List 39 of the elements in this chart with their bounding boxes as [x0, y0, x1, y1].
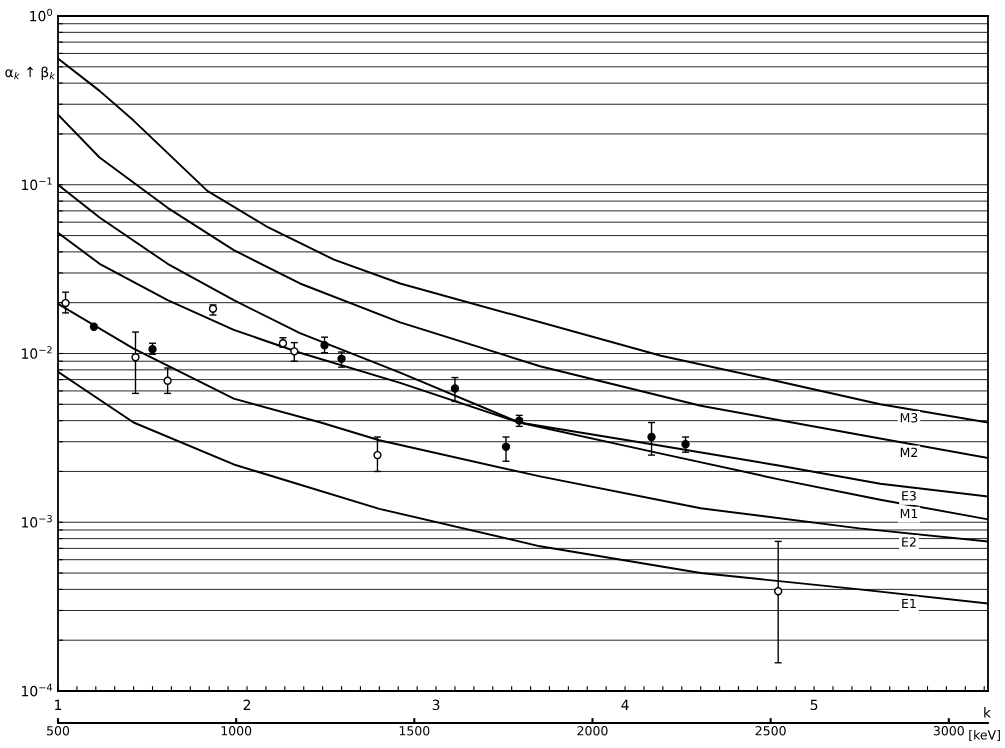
- point: [320, 341, 329, 350]
- series-label: E3: [902, 491, 916, 501]
- y-tick-label: 10$^{−3}$: [22, 514, 52, 528]
- point: [501, 442, 511, 451]
- x-tick-label: 3: [432, 699, 440, 711]
- point: [774, 587, 783, 596]
- point: [515, 416, 524, 425]
- series-label: E1: [902, 598, 916, 608]
- point: [373, 450, 382, 460]
- y-tick-label: 10$^{0}$: [30, 8, 53, 22]
- point: [450, 384, 460, 393]
- point: [337, 354, 346, 363]
- point: [61, 298, 70, 308]
- x2-tick-label: 3000: [933, 726, 964, 736]
- x2-tick-label: 2500: [755, 726, 786, 736]
- y-tick-label: 10$^{−4}$: [22, 683, 53, 697]
- y-tick-label: 10$^{−2}$: [22, 346, 52, 359]
- x2-tick-label: 500: [47, 726, 70, 736]
- point: [290, 347, 299, 356]
- x2-tick-label: 1000: [221, 726, 252, 736]
- series-label: M2: [900, 447, 918, 457]
- series-label: E2: [902, 537, 916, 547]
- point: [131, 353, 140, 362]
- x2-axis-title: [keV]: [969, 729, 1000, 742]
- x2-tick-label: 1500: [399, 726, 430, 736]
- point: [681, 440, 690, 449]
- x-tick-label: 5: [810, 699, 818, 711]
- x-tick-label: 2: [243, 699, 251, 710]
- x-axis-title: k: [984, 707, 991, 718]
- series-label: M3: [900, 413, 918, 423]
- x-tick-label: 1: [55, 699, 62, 710]
- y-axis-title: α$_{k}$ ↑ β$_{k}$: [5, 66, 56, 80]
- point: [163, 376, 172, 385]
- point: [647, 432, 656, 442]
- series-label: M1: [900, 509, 918, 519]
- x2-tick-label: 2000: [577, 726, 608, 736]
- y-tick-label: 10$^{−1}$: [22, 177, 52, 191]
- point: [89, 322, 99, 331]
- x-tick-label: 4: [621, 699, 629, 710]
